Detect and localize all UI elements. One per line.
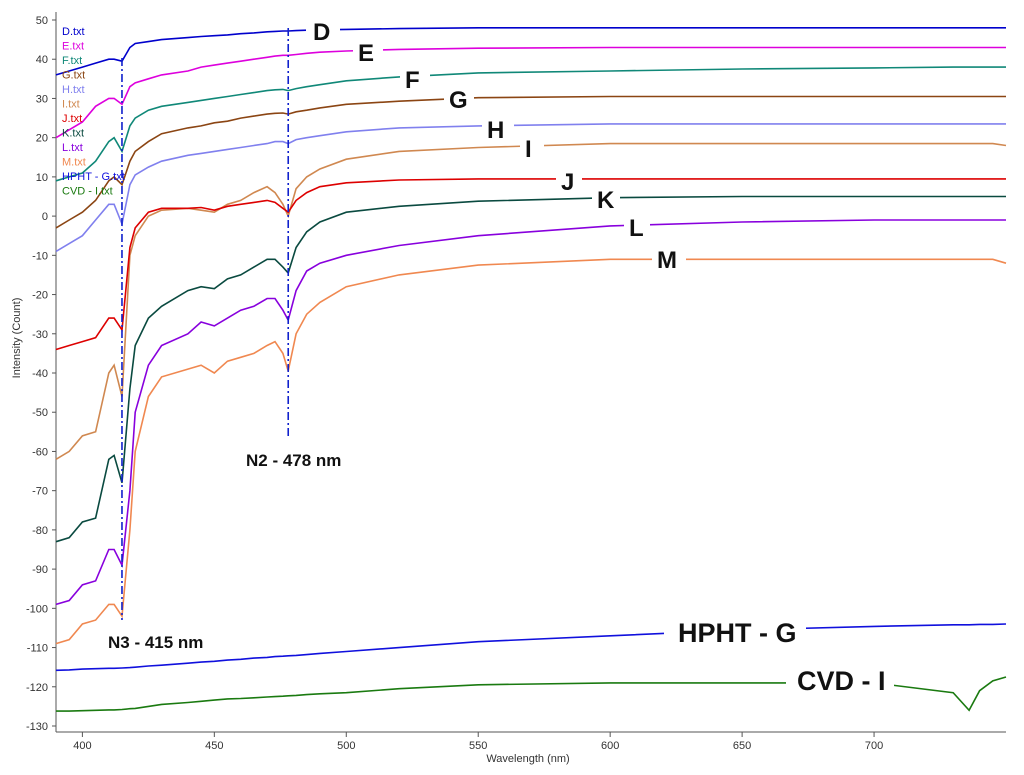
y-tick-label: -10 <box>32 250 48 262</box>
series-line-j <box>55 178 1006 351</box>
series-line-m <box>55 258 1007 645</box>
series-label-g: G <box>444 85 474 115</box>
y-tick-label: -30 <box>32 329 48 341</box>
series-label-k: K <box>592 186 620 214</box>
y-tick-label: 30 <box>36 93 48 105</box>
svg-text:F: F <box>405 67 420 94</box>
series-line-k <box>55 195 1006 543</box>
svg-text:E: E <box>358 40 374 67</box>
x-tick-label: 650 <box>733 740 751 752</box>
y-tick-label: 20 <box>36 133 48 145</box>
series-label-j: J <box>556 168 582 196</box>
y-tick-label: 0 <box>42 211 48 223</box>
svg-text:D: D <box>313 19 330 46</box>
svg-text:J: J <box>561 169 574 196</box>
y-tick-label: -70 <box>32 486 48 498</box>
x-tick-label: 700 <box>865 740 883 752</box>
series-label-h: H <box>482 114 514 144</box>
legend-item: J.txt <box>62 113 82 125</box>
y-tick-label: -80 <box>32 525 48 537</box>
series-label-hpht-g: HPHT - G <box>664 616 806 650</box>
annotation-n2: N2 - 478 nm <box>246 451 341 470</box>
y-tick-label: -120 <box>26 682 48 694</box>
legend: D.txt E.txt F.txt G.txt H.txt I.txt J.txt K.txt… <box>62 26 125 198</box>
legend-item: E.txt <box>62 41 84 53</box>
y-tick-label: -110 <box>27 643 48 655</box>
legend-item: G.txt <box>62 70 85 82</box>
x-tick-label: 550 <box>469 740 487 752</box>
y-tick-label: -20 <box>32 290 48 302</box>
series-label-d: D <box>306 14 340 46</box>
legend-item: K.txt <box>62 128 84 140</box>
y-tick-label: 40 <box>36 54 48 66</box>
svg-text:CVD - I: CVD - I <box>797 666 886 696</box>
series-line-f <box>55 66 1006 182</box>
y-axis-title: Intensity (Count) <box>11 298 23 379</box>
svg-text:L: L <box>629 215 644 242</box>
series-label-i: I <box>520 134 544 164</box>
legend-item: L.txt <box>62 142 83 154</box>
legend-item: CVD - I.txt <box>62 186 113 198</box>
series-label-m: M <box>652 246 686 274</box>
series-line-g <box>55 95 1006 229</box>
series-label-cvd-i: CVD - I <box>786 666 894 700</box>
svg-text:M: M <box>657 247 677 274</box>
svg-text:G: G <box>449 87 468 114</box>
svg-text:K: K <box>597 187 615 214</box>
y-tick-group: 50 40 30 20 10 0 -10 -20 -30 -40 -50 -60 -70 -80 -90 -1… <box>26 15 56 733</box>
y-tick-label: -90 <box>32 564 48 576</box>
y-tick-label: -100 <box>26 603 48 615</box>
series-line-d <box>55 26 1006 76</box>
x-tick-label: 600 <box>601 740 619 752</box>
series-line-h <box>55 123 1006 253</box>
legend-item: HPHT - G.txt <box>62 171 125 183</box>
x-tick-group: 400 450 500 550 600 650 700 <box>73 732 883 752</box>
y-tick-label: -40 <box>32 368 48 380</box>
x-axis-title: Wavelength (nm) <box>486 753 569 765</box>
legend-item: D.txt <box>62 26 85 38</box>
y-tick-label: -50 <box>32 407 48 419</box>
svg-text:HPHT - G: HPHT - G <box>678 618 797 648</box>
series-label-e: E <box>353 36 383 67</box>
legend-item: M.txt <box>62 157 86 169</box>
legend-item: H.txt <box>62 84 85 96</box>
series-line-l <box>55 219 1006 606</box>
series-line-i <box>55 142 1007 460</box>
legend-item: I.txt <box>62 99 80 111</box>
series-label-l: L <box>624 214 650 242</box>
series-label-f: F <box>400 63 430 94</box>
y-tick-label: 50 <box>36 15 48 27</box>
svg-text:H: H <box>487 117 504 144</box>
svg-text:I: I <box>525 136 532 163</box>
series-line-e <box>55 46 1006 139</box>
x-tick-label: 400 <box>73 740 91 752</box>
y-tick-label: -130 <box>26 721 48 733</box>
y-tick-label: 10 <box>36 172 48 184</box>
x-tick-label: 450 <box>205 740 223 752</box>
x-tick-label: 500 <box>337 740 355 752</box>
legend-item: F.txt <box>62 55 82 67</box>
annotation-n3: N3 - 415 nm <box>108 633 203 652</box>
y-tick-label: -60 <box>32 446 48 458</box>
